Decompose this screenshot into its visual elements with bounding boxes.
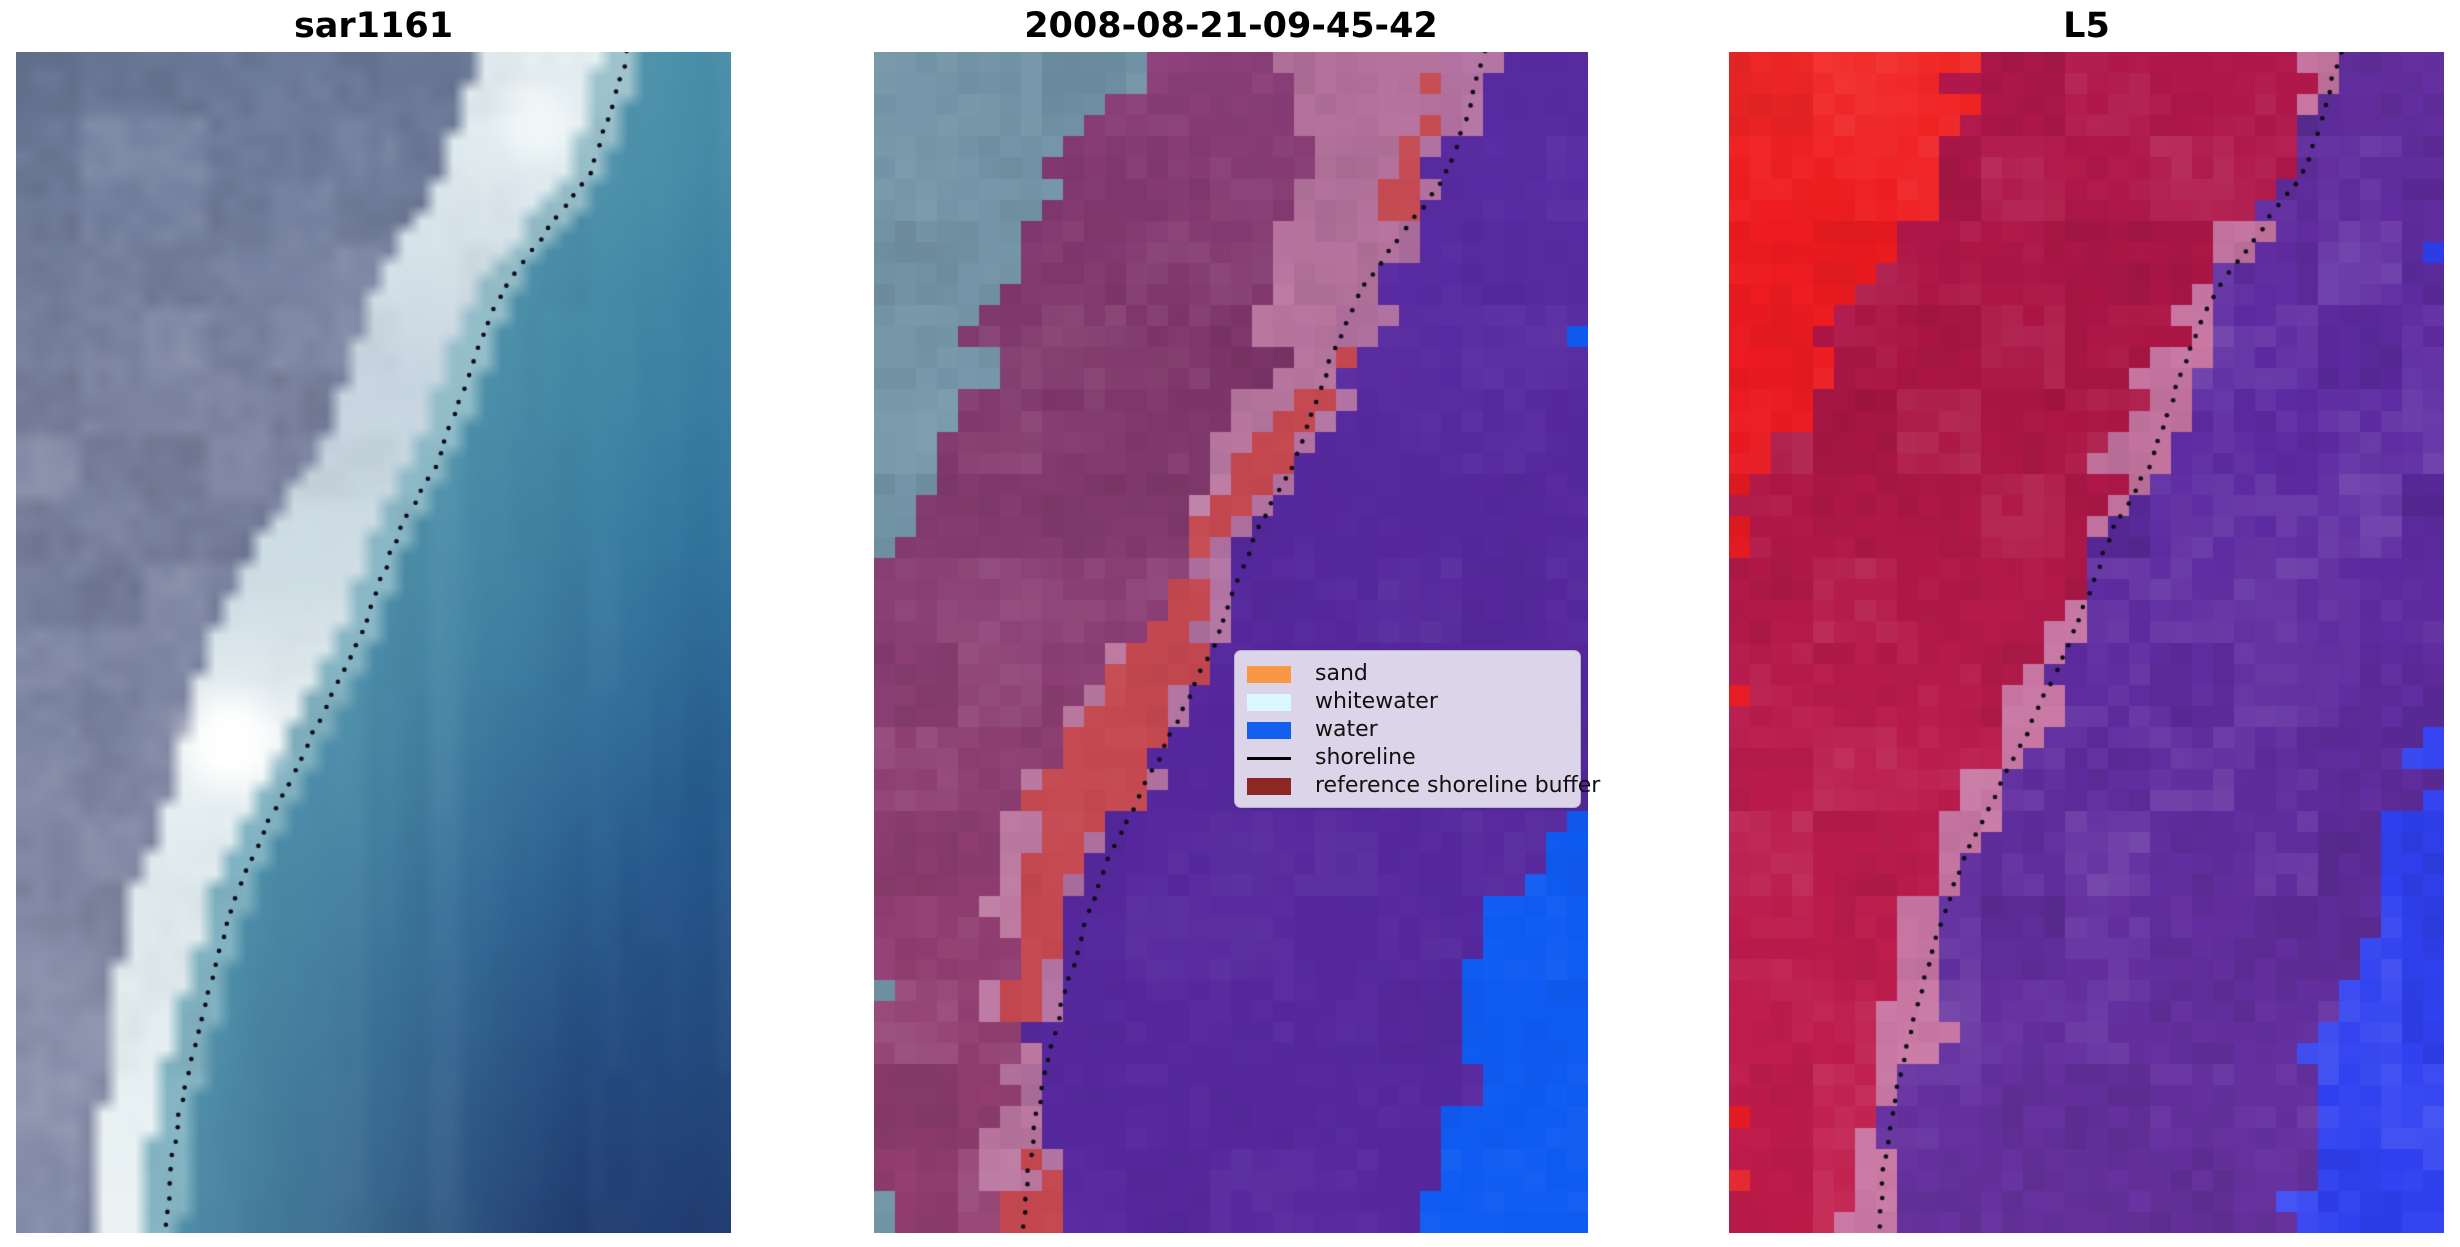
panel-title-sar1161: sar1161	[293, 6, 454, 46]
legend-label: sand	[1315, 661, 1368, 686]
legend-row-water: water	[1243, 716, 1572, 744]
legend-label: reference shoreline buffer	[1315, 773, 1601, 798]
legend-row-reference-shoreline-buffer: reference shoreline buffer	[1243, 772, 1600, 800]
legend-row-sand: sand	[1243, 660, 1572, 688]
legend-label: shoreline	[1315, 745, 1416, 770]
legend-color-swatch	[1247, 721, 1291, 739]
legend-color-swatch	[1247, 777, 1291, 795]
legend-line-swatch	[1247, 756, 1291, 760]
legend-color-swatch	[1247, 693, 1291, 711]
l5-image	[1729, 52, 2444, 1233]
panel-title-classified: 2008-08-21-09-45-42	[1024, 6, 1438, 46]
panel-classified: 2008-08-21-09-45-42 sand whitewater water s…	[874, 6, 1600, 1233]
legend-label: water	[1315, 717, 1378, 742]
legend-label: whitewater	[1315, 689, 1438, 714]
legend: sand whitewater water shoreline reference sh…	[1234, 650, 1600, 808]
legend-row-whitewater: whitewater	[1243, 688, 1572, 716]
legend-row-shoreline: shoreline	[1243, 744, 1572, 772]
panel-sar1161: sar1161	[16, 6, 731, 1233]
panel-l5: L5	[1729, 6, 2444, 1233]
legend-color-swatch	[1247, 665, 1291, 683]
classified-image	[874, 52, 1588, 1233]
sar1161-image	[16, 52, 731, 1233]
panel-title-l5: L5	[2063, 6, 2110, 46]
